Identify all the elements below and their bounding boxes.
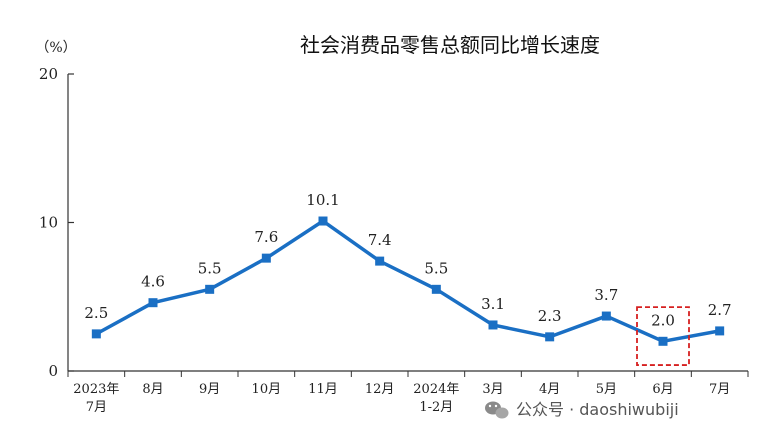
x-tick-label: 6月	[652, 382, 673, 397]
x-tick-label: 10月	[252, 382, 282, 397]
x-tick-label: 12月	[365, 382, 395, 397]
data-point	[488, 320, 498, 330]
y-axis-unit: （%）	[35, 40, 76, 56]
data-label: 2.3	[538, 307, 562, 325]
x-tick-labels-group: 2023年 7月 8月 9月 10月 11月 12月 2024年 1-2月 3月 4月 5月 6月 7月	[73, 382, 730, 415]
data-point	[545, 332, 555, 342]
x-tick-label: 7月	[86, 400, 107, 415]
y-tick-label: 0	[48, 362, 58, 380]
data-point	[375, 256, 385, 266]
data-label: 7.4	[368, 231, 392, 249]
data-label: 4.6	[141, 273, 165, 291]
y-tick-label: 10	[39, 214, 58, 232]
x-tick-label: 2024年	[413, 382, 459, 397]
data-point	[205, 284, 215, 294]
data-point	[261, 253, 271, 263]
data-label: 5.5	[198, 259, 222, 277]
x-tick-label: 3月	[482, 382, 503, 397]
data-label: 2.0	[651, 311, 675, 329]
data-label: 2.5	[84, 304, 108, 322]
data-label: 2.7	[708, 301, 732, 319]
data-labels-group: 2.5 4.6 5.5 7.6 10.1 7.4 5.5 3.1 2.3 3.7 2.0 2.7	[84, 191, 732, 366]
watermark: 公众号 · daoshiwubiji	[485, 400, 679, 419]
highlight-box	[636, 306, 690, 366]
watermark-text: 公众号 · daoshiwubiji	[516, 400, 679, 419]
data-label: 7.6	[254, 228, 278, 246]
data-label: 3.7	[594, 286, 618, 304]
x-tick-label: 2023年	[73, 382, 119, 397]
data-point	[715, 326, 725, 336]
wechat-icon	[485, 401, 509, 419]
x-tick-label: 1-2月	[419, 400, 453, 415]
data-point	[148, 298, 158, 308]
data-point	[91, 329, 101, 339]
y-tick-label: 20	[39, 65, 58, 83]
data-point	[658, 336, 668, 346]
x-tick-label: 5月	[596, 382, 617, 397]
data-label: 10.1	[306, 191, 339, 209]
axes: 0 10 20	[39, 65, 749, 380]
data-point	[318, 216, 328, 226]
x-tick-label: 9月	[199, 382, 220, 397]
data-label: 5.5	[424, 259, 448, 277]
x-tick-label: 8月	[142, 382, 163, 397]
data-point	[601, 311, 611, 321]
series-line	[95, 219, 720, 344]
x-tick-label: 7月	[709, 382, 730, 397]
series-line-group	[91, 216, 725, 346]
x-tick-label: 11月	[308, 382, 338, 397]
data-point	[431, 284, 441, 294]
data-label: 3.1	[481, 295, 505, 313]
chart-title: 社会消费品零售总额同比增长速度	[300, 33, 600, 57]
x-tick-label: 4月	[539, 382, 560, 397]
